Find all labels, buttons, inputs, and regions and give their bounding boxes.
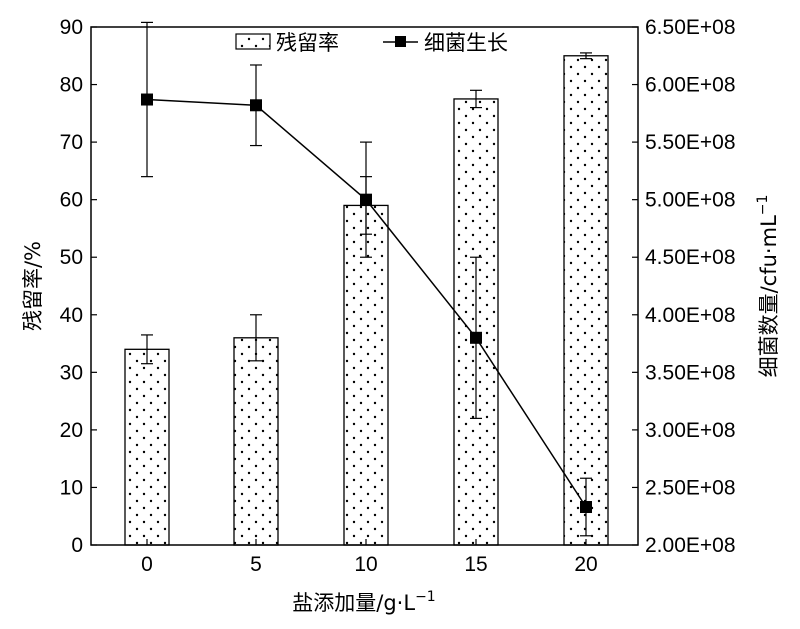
x-tick-label: 20 (574, 553, 597, 576)
right-axis-title: 细菌数量/cfu·mL−1 (755, 195, 781, 378)
bar-0 (124, 348, 170, 546)
left-tick-label: 10 (60, 476, 83, 499)
left-tick-label: 80 (60, 74, 83, 97)
right-tick-label: 6.50E+08 (645, 16, 736, 39)
plot-frame (90, 26, 639, 546)
right-axis: 2.00E+08 2.50E+08 3.00E+08 3.50E+08 4.00E+08… (632, 16, 736, 557)
legend-line-label: 细菌生长 (424, 31, 508, 55)
right-tick-label: 5.50E+08 (645, 131, 736, 154)
line-point-15 (470, 331, 482, 344)
left-tick-label: 70 (60, 131, 83, 154)
x-tick-label: 10 (354, 553, 377, 576)
x-tick-label: 15 (464, 553, 487, 576)
right-tick-label: 3.00E+08 (645, 419, 736, 442)
x-tick-label: 5 (250, 553, 262, 576)
line-point-0 (141, 93, 153, 106)
right-tick-label: 3.50E+08 (645, 361, 736, 384)
bar-20 (563, 55, 609, 546)
bar-5 (233, 337, 279, 546)
right-tick-label: 2.50E+08 (645, 476, 736, 499)
line-point-20 (580, 501, 592, 514)
right-tick-label: 4.00E+08 (645, 304, 736, 327)
bar-10 (343, 204, 389, 546)
bars-layer (124, 55, 609, 546)
left-tick-label: 0 (71, 534, 83, 557)
x-tick-label: 0 (141, 553, 153, 576)
x-axis-title: 盐添加量/g·L−1 (292, 589, 435, 615)
line-point-10 (360, 193, 372, 206)
line-layer (141, 21, 592, 537)
left-tick-label: 90 (60, 16, 83, 39)
right-tick-label: 6.00E+08 (645, 74, 736, 97)
legend-bar-swatch (235, 33, 271, 50)
left-axis-title: 残留率/% (21, 241, 45, 331)
left-tick-label: 60 (60, 189, 83, 212)
left-tick-label: 30 (60, 361, 83, 384)
right-tick-label: 2.00E+08 (645, 534, 736, 557)
legend-bar-label: 残留率 (276, 31, 339, 55)
left-axis: 0 10 20 30 40 50 60 70 80 90 (60, 16, 97, 557)
legend-line-marker (395, 36, 406, 47)
x-axis: 0 5 10 15 20 (141, 539, 598, 576)
left-tick-label: 20 (60, 419, 83, 442)
left-tick-label: 50 (60, 246, 83, 269)
line-point-5 (250, 99, 262, 112)
legend: 残留率 细菌生长 (235, 31, 508, 55)
right-tick-label: 5.00E+08 (645, 189, 736, 212)
left-tick-label: 40 (60, 304, 83, 327)
right-tick-label: 4.50E+08 (645, 246, 736, 269)
